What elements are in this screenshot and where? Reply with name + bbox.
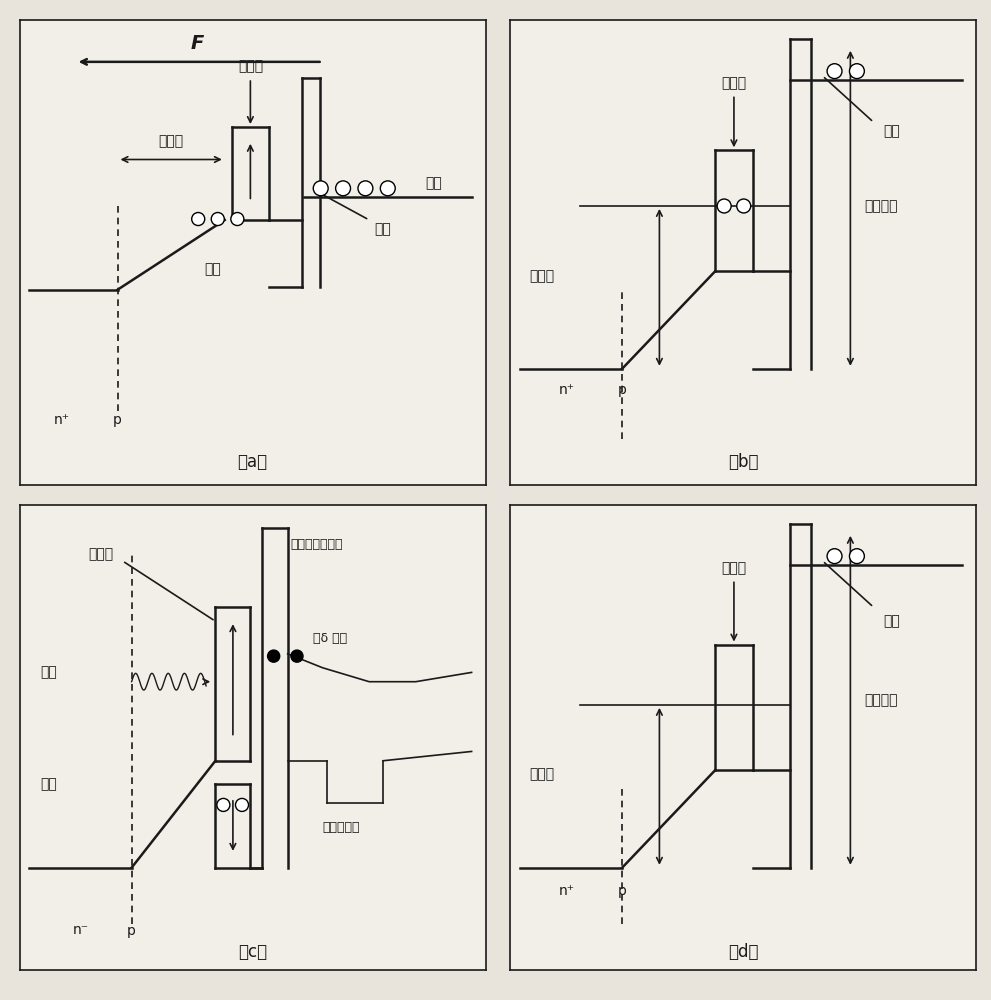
Circle shape — [381, 181, 395, 196]
Circle shape — [736, 199, 751, 213]
Text: p: p — [113, 413, 122, 427]
Circle shape — [827, 549, 842, 564]
Text: p: p — [617, 884, 626, 898]
Text: 量子点: 量子点 — [88, 547, 113, 561]
Text: （c）: （c） — [238, 943, 268, 961]
Text: 空穴: 空穴 — [374, 222, 390, 236]
Text: 信获势帢: 信获势帢 — [864, 199, 898, 213]
Circle shape — [313, 181, 328, 196]
Text: 光子: 光子 — [41, 665, 57, 679]
Text: 量子点: 量子点 — [238, 59, 263, 73]
Circle shape — [191, 213, 205, 226]
Text: 耗尽区: 耗尽区 — [159, 134, 183, 148]
Text: 空穴: 空穴 — [883, 125, 900, 139]
Text: 量子点: 量子点 — [721, 561, 746, 575]
Text: 量子点: 量子点 — [721, 76, 746, 90]
Text: 信获: 信获 — [205, 262, 222, 276]
Circle shape — [211, 213, 224, 226]
Text: p: p — [617, 383, 626, 397]
Text: 价带: 价带 — [425, 176, 442, 190]
Text: 二维电子气: 二维电子气 — [323, 821, 360, 834]
Circle shape — [849, 549, 864, 564]
Text: 空穴: 空穴 — [41, 777, 57, 791]
Text: n⁻: n⁻ — [72, 924, 88, 938]
Text: （d）: （d） — [728, 943, 758, 961]
Circle shape — [291, 650, 303, 662]
Circle shape — [236, 798, 249, 811]
Text: 限制能: 限制能 — [529, 269, 554, 283]
Circle shape — [849, 64, 864, 79]
Text: （b）: （b） — [728, 453, 758, 471]
Text: 信获势帢: 信获势帢 — [864, 693, 898, 707]
Text: 空穴: 空穴 — [883, 614, 900, 628]
Text: （a）: （a） — [238, 453, 268, 471]
Text: n⁺: n⁺ — [558, 884, 574, 898]
Circle shape — [717, 199, 731, 213]
Circle shape — [827, 64, 842, 79]
Circle shape — [358, 181, 373, 196]
Text: 硅δ 汻杂: 硅δ 汻杂 — [313, 632, 348, 645]
Text: 限制能: 限制能 — [529, 768, 554, 782]
Circle shape — [231, 213, 244, 226]
Text: p: p — [127, 924, 136, 938]
Circle shape — [336, 181, 351, 196]
Text: n⁺: n⁺ — [558, 383, 574, 397]
Text: n⁺: n⁺ — [54, 413, 69, 427]
Text: 实空间转移电子: 实空间转移电子 — [290, 538, 343, 551]
Circle shape — [217, 798, 230, 811]
Text: F: F — [190, 34, 203, 53]
Circle shape — [268, 650, 279, 662]
